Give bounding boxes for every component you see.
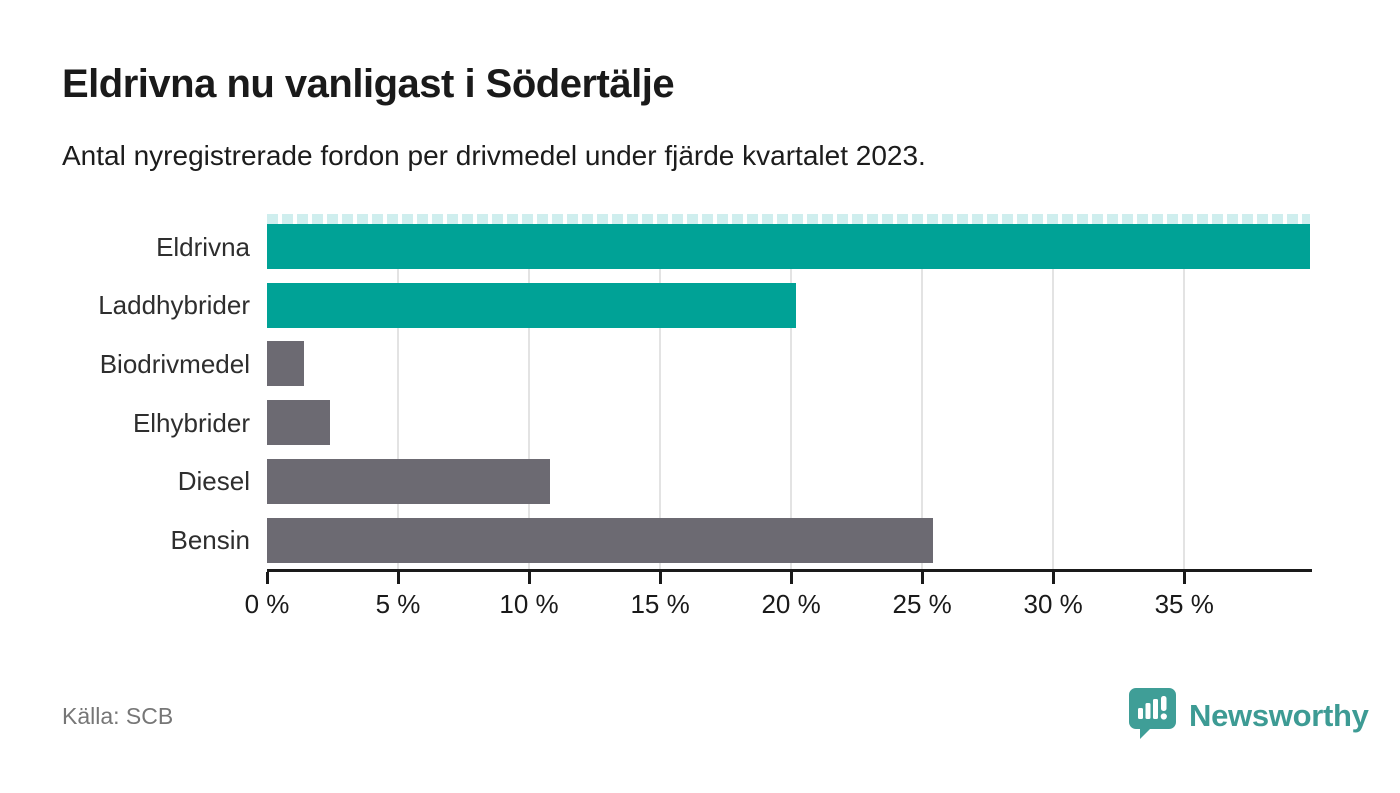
x-axis-tick	[659, 572, 663, 584]
x-axis-tick-label: 20 %	[761, 589, 821, 619]
x-axis-tick	[921, 572, 925, 584]
x-axis-tick-label: 10 %	[499, 589, 559, 619]
x-axis-tick-label: 0 %	[244, 589, 290, 619]
page-subtitle: Antal nyregistrerade fordon per drivmede…	[62, 140, 926, 171]
category-label: Biodrivmedel	[99, 348, 250, 379]
category-label: Laddhybrider	[98, 290, 250, 321]
gridline	[528, 215, 531, 569]
gridline	[1052, 215, 1055, 569]
bar-bensin	[267, 517, 933, 563]
bar-chart-plot-area: Eldrivna Laddhybrider Biodrivmedel Elhybrid…	[98, 214, 1312, 619]
source-caption: Källa: SCB	[62, 703, 174, 729]
newsworthy-speech-bubble-barchart-icon	[1128, 687, 1177, 746]
x-axis-tick	[528, 572, 532, 584]
x-axis-tick-label: 15 %	[630, 589, 690, 619]
bar-elhybrider	[267, 400, 330, 446]
bar-biodrivmedel	[267, 341, 304, 387]
newsworthy-wordmark: Newsworthy	[1189, 698, 1369, 733]
page-title: Eldrivna nu vanligast i Södertälje	[62, 62, 675, 106]
x-axis-tick-label: 5 %	[375, 589, 421, 619]
gridline	[397, 215, 400, 569]
x-axis-tick-label: 25 %	[892, 589, 952, 619]
newsworthy-logo: Newsworthy	[1128, 687, 1369, 742]
bar-eldrivna	[267, 224, 1310, 269]
bar-laddhybrider	[267, 282, 797, 328]
category-label: Bensin	[170, 525, 251, 555]
x-axis-tick-label: 35 %	[1154, 589, 1214, 619]
gridline	[921, 215, 924, 569]
category-label: Diesel	[177, 466, 250, 497]
x-axis-tick	[1052, 572, 1056, 584]
x-axis-tick	[1183, 572, 1187, 584]
x-axis-tick	[397, 572, 401, 584]
x-axis-tick	[790, 572, 794, 584]
gridline	[1183, 215, 1186, 569]
x-axis-tick-label: 30 %	[1023, 589, 1083, 619]
category-label: Eldrivna	[156, 231, 250, 262]
x-axis-tick	[266, 572, 269, 584]
top-bar-truncation-dashes	[267, 214, 1310, 224]
gridline	[790, 215, 793, 569]
category-label: Elhybrider	[132, 407, 250, 438]
bar-diesel	[267, 458, 551, 504]
x-axis-line	[267, 569, 1312, 572]
gridline	[659, 215, 662, 569]
